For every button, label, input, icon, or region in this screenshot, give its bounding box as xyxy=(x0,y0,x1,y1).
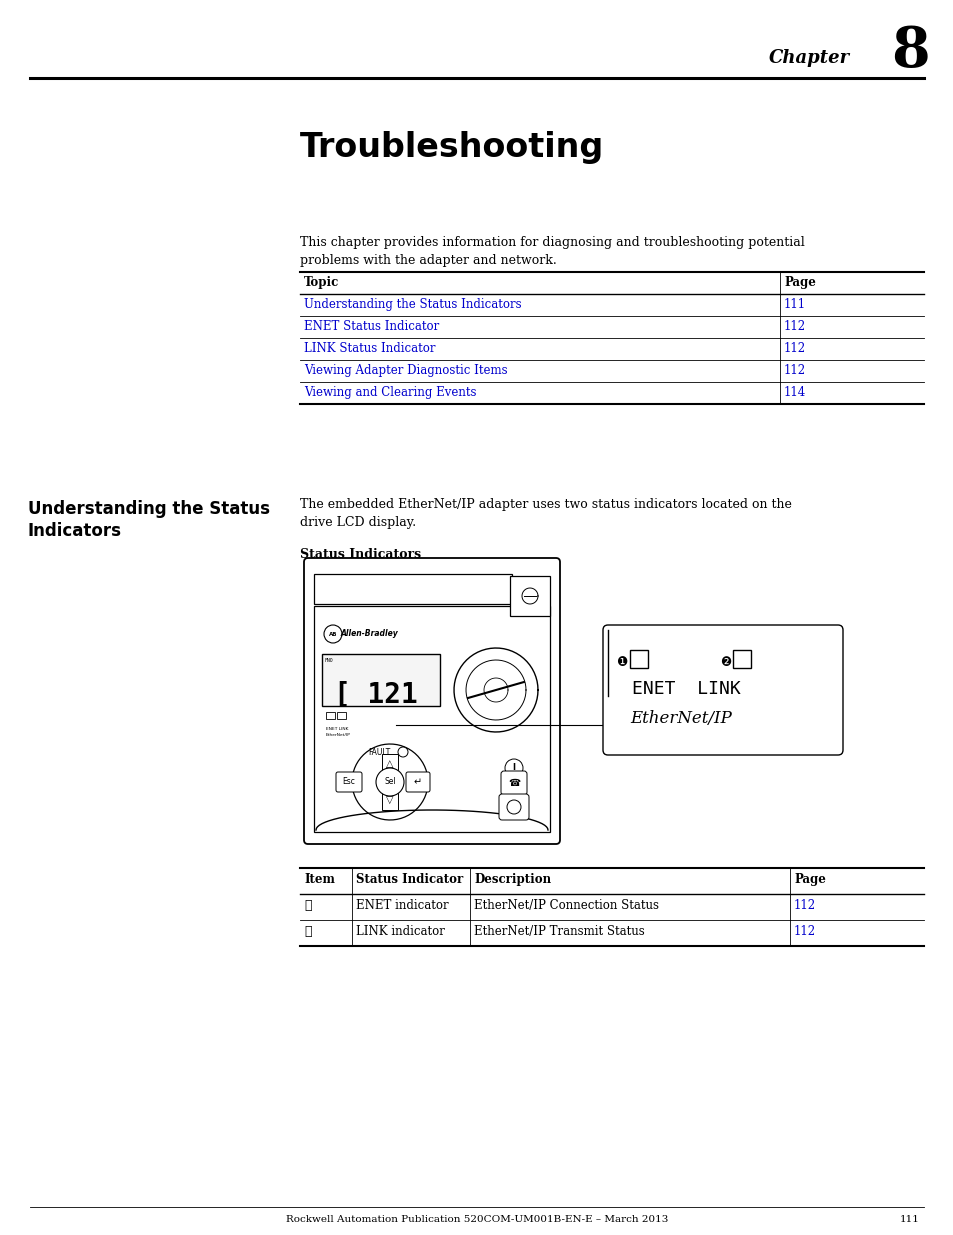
Text: ↵: ↵ xyxy=(414,777,421,787)
Text: Understanding the Status
Indicators: Understanding the Status Indicators xyxy=(28,500,270,540)
Text: Topic: Topic xyxy=(304,275,339,289)
Bar xyxy=(732,650,750,668)
Bar xyxy=(510,576,550,616)
Text: ①: ① xyxy=(304,899,312,911)
Text: EtherNet/IP: EtherNet/IP xyxy=(629,710,731,727)
Text: ②: ② xyxy=(304,925,312,939)
Bar xyxy=(314,606,550,832)
Text: ☎: ☎ xyxy=(507,778,519,788)
Bar xyxy=(629,650,647,668)
Text: Allen-Bradley: Allen-Bradley xyxy=(340,630,397,638)
Text: ENET indicator: ENET indicator xyxy=(355,899,448,911)
Text: EtherNet/IP: EtherNet/IP xyxy=(326,734,351,737)
Text: EtherNet/IP Transmit Status: EtherNet/IP Transmit Status xyxy=(474,925,644,939)
FancyBboxPatch shape xyxy=(304,558,559,844)
Text: Esc: Esc xyxy=(342,778,355,787)
Text: The embedded EtherNet/IP adapter uses two status indicators located on the
drive: The embedded EtherNet/IP adapter uses tw… xyxy=(299,498,791,529)
Polygon shape xyxy=(381,755,397,774)
Text: EtherNet/IP Connection Status: EtherNet/IP Connection Status xyxy=(474,899,659,911)
Text: Understanding the Status Indicators: Understanding the Status Indicators xyxy=(304,298,521,311)
Text: ENET LINK: ENET LINK xyxy=(326,727,348,731)
Circle shape xyxy=(506,800,520,814)
Text: ▽: ▽ xyxy=(386,795,394,805)
Text: 114: 114 xyxy=(783,387,805,399)
FancyBboxPatch shape xyxy=(498,794,529,820)
Text: AB: AB xyxy=(329,631,337,636)
Text: Description: Description xyxy=(474,873,551,885)
Text: 111: 111 xyxy=(900,1215,919,1224)
FancyBboxPatch shape xyxy=(500,771,526,795)
Bar xyxy=(314,574,512,604)
Text: Chapter: Chapter xyxy=(768,49,849,67)
Text: ❷: ❷ xyxy=(720,656,731,668)
FancyBboxPatch shape xyxy=(602,625,842,755)
Text: 112: 112 xyxy=(793,899,815,911)
Text: △: △ xyxy=(386,760,394,769)
Circle shape xyxy=(504,760,522,777)
Polygon shape xyxy=(381,790,397,810)
Text: Item: Item xyxy=(304,873,335,885)
Bar xyxy=(336,713,346,719)
Text: 112: 112 xyxy=(783,342,805,354)
Circle shape xyxy=(397,747,408,757)
FancyBboxPatch shape xyxy=(335,772,361,792)
Text: This chapter provides information for diagnosing and troubleshooting potential
p: This chapter provides information for di… xyxy=(299,236,804,267)
Text: 112: 112 xyxy=(793,925,815,939)
Text: ❶: ❶ xyxy=(616,656,627,668)
Text: 111: 111 xyxy=(783,298,805,311)
Bar xyxy=(322,655,439,706)
FancyBboxPatch shape xyxy=(406,772,430,792)
Text: Status Indicators: Status Indicators xyxy=(299,548,420,561)
Text: Page: Page xyxy=(783,275,815,289)
Text: 8: 8 xyxy=(890,25,928,79)
Text: Status Indicator: Status Indicator xyxy=(355,873,463,885)
Text: ENET Status Indicator: ENET Status Indicator xyxy=(304,320,438,333)
Text: ENET  LINK: ENET LINK xyxy=(631,680,740,698)
Text: FAULT: FAULT xyxy=(368,748,390,757)
Text: LINK indicator: LINK indicator xyxy=(355,925,444,939)
Text: Page: Page xyxy=(793,873,825,885)
Text: Sel: Sel xyxy=(384,778,395,787)
Text: Rockwell Automation Publication 520COM-UM001B-EN-E – March 2013: Rockwell Automation Publication 520COM-U… xyxy=(286,1215,667,1224)
Text: FNO: FNO xyxy=(325,658,334,663)
Text: Troubleshooting: Troubleshooting xyxy=(299,131,603,164)
Bar xyxy=(326,713,335,719)
Text: Viewing Adapter Diagnostic Items: Viewing Adapter Diagnostic Items xyxy=(304,364,507,377)
Text: 112: 112 xyxy=(783,320,805,333)
Text: LINK Status Indicator: LINK Status Indicator xyxy=(304,342,435,354)
Text: Viewing and Clearing Events: Viewing and Clearing Events xyxy=(304,387,476,399)
Circle shape xyxy=(324,625,341,643)
Text: [ 121: [ 121 xyxy=(334,680,417,708)
Text: I: I xyxy=(512,763,515,773)
Text: 112: 112 xyxy=(783,364,805,377)
Circle shape xyxy=(375,768,403,797)
